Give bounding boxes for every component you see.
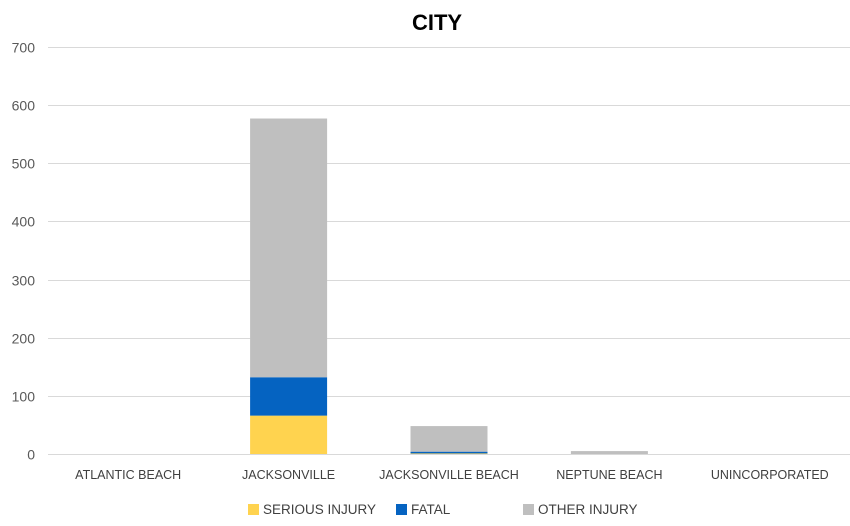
x-tick-label: UNINCORPORATED <box>711 468 829 482</box>
legend: SERIOUS INJURY FATAL OTHER INJURY <box>248 502 638 517</box>
y-tick-label: 400 <box>12 214 36 230</box>
bar-segment <box>410 453 488 454</box>
x-axis-tick-labels: ATLANTIC BEACH JACKSONVILLE JACKSONVILLE B… <box>75 468 829 482</box>
y-axis-tick-labels: 0 100 200 300 400 500 600 700 <box>12 40 36 463</box>
x-tick-label: JACKSONVILLE BEACH <box>379 468 519 482</box>
legend-swatch <box>396 504 407 515</box>
y-tick-label: 0 <box>27 447 35 463</box>
x-tick-label: NEPTUNE BEACH <box>556 468 662 482</box>
legend-swatch <box>523 504 534 515</box>
x-tick-label: ATLANTIC BEACH <box>75 468 181 482</box>
bars <box>250 118 648 454</box>
legend-label: SERIOUS INJURY <box>263 502 376 517</box>
bar-segment <box>250 377 328 416</box>
legend-swatch <box>248 504 259 515</box>
y-tick-label: 500 <box>12 156 36 172</box>
bar-segment <box>250 118 328 378</box>
bar-segment <box>570 451 648 454</box>
legend-label: OTHER INJURY <box>538 502 638 517</box>
y-tick-label: 100 <box>12 389 36 405</box>
x-tick-label: JACKSONVILLE <box>242 468 335 482</box>
y-tick-label: 200 <box>12 331 36 347</box>
y-tick-label: 700 <box>12 40 36 56</box>
chart-title: CITY <box>412 10 462 35</box>
gridlines <box>48 47 850 455</box>
bar-segment <box>410 451 488 454</box>
legend-label: FATAL <box>411 502 451 517</box>
y-tick-label: 300 <box>12 273 36 289</box>
bar-segment <box>410 426 488 452</box>
y-tick-label: 600 <box>12 98 36 114</box>
bar-segment <box>250 415 328 454</box>
